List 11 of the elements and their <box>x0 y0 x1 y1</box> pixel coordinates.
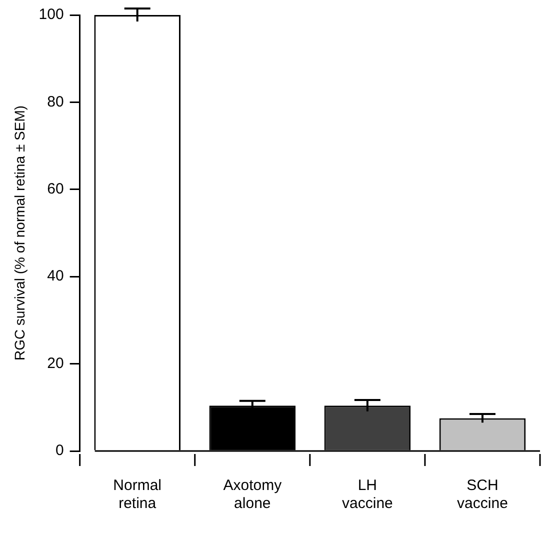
x-tick-label: SCH vaccine <box>457 477 508 512</box>
y-tick-label: 100 <box>38 6 64 24</box>
y-tick-label: 40 <box>47 268 64 285</box>
y-tick-label: 80 <box>47 93 64 110</box>
y-tick-label: 60 <box>47 180 64 198</box>
x-tick-label: Normal retina <box>113 477 162 512</box>
y-tick-label: 0 <box>55 442 64 460</box>
y-tick-label: 20 <box>47 354 64 372</box>
x-tick-label: Axotomy alone <box>223 477 282 512</box>
x-tick-label: LH vaccine <box>342 477 393 512</box>
y-axis-title: RGC survival (% of normal retina ± SEM) <box>11 105 28 361</box>
